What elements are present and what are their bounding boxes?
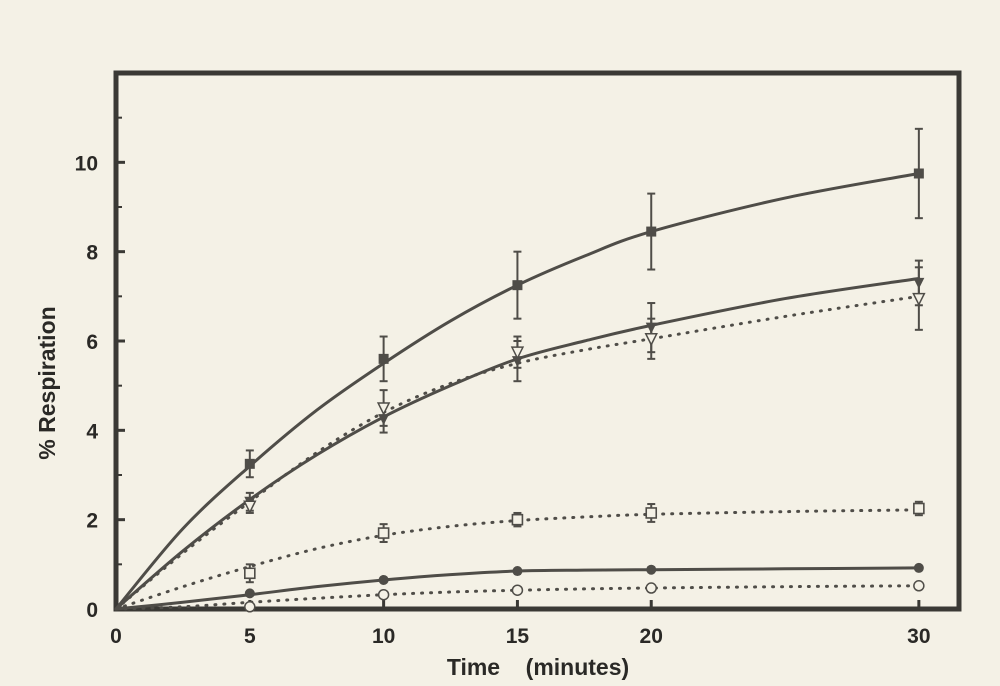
series-5-marker-3: [511, 584, 524, 596]
series-0-marker-4: [646, 226, 657, 237]
y-tick-label-5: 10: [75, 152, 98, 175]
series-4-marker-2: [378, 574, 389, 585]
series-2-marker-2: [376, 402, 391, 416]
series-2-marker-3: [510, 346, 525, 360]
series-3-marker-1: [244, 567, 256, 580]
series-4-line: [114, 566, 921, 611]
plot-frame-group: [113, 70, 962, 612]
series-5-line: [114, 584, 921, 611]
x-axis-label: Time (minutes): [447, 654, 629, 680]
series-5-marker-2: [377, 588, 390, 601]
y-tick-label-0: 0: [86, 599, 98, 622]
series-2-open-triangle: [114, 266, 926, 611]
x-tick-label-4: 20: [640, 625, 663, 648]
series-4-marker-1: [244, 588, 255, 599]
tick-group: 0 5 10 15 20 30 0 2 4 6 8 10: [75, 116, 931, 648]
series-5-marker-5: [913, 580, 925, 592]
x-tick-label-3: 15: [506, 625, 530, 648]
series-3-marker-2: [377, 527, 390, 539]
y-tick-label-2: 4: [86, 420, 98, 443]
x-tick-label-0: 0: [110, 625, 122, 648]
series-3-marker-5: [913, 502, 925, 515]
series-2-marker-1: [243, 500, 257, 514]
x-tick-label-1: 5: [244, 625, 256, 648]
x-tick-label-2: 10: [372, 625, 395, 648]
series-2-marker-4: [644, 333, 658, 347]
series-0-marker-3: [512, 280, 523, 291]
series-3-marker-4: [645, 507, 658, 519]
plot-frame: [113, 70, 962, 612]
series-2-line: [114, 294, 921, 611]
y-tick-label-3: 6: [86, 331, 98, 354]
y-tick-label-1: 2: [86, 510, 98, 533]
series-0-marker-2: [378, 353, 389, 364]
series-5-marker-1: [244, 601, 256, 613]
series-0-marker-5: [913, 168, 924, 179]
series-3-line: [114, 508, 921, 611]
series-1-line: [114, 276, 921, 611]
series-0-line: [114, 172, 921, 611]
series-0-filled-square: [114, 127, 924, 611]
y-tick-label-4: 8: [86, 242, 98, 265]
series-2-marker-5: [912, 292, 926, 307]
series-4-marker-5: [913, 562, 924, 573]
series-4-marker-3: [512, 566, 523, 577]
x-tick-label-5: 30: [907, 625, 930, 648]
series-4-marker-4: [646, 564, 657, 575]
series-group: [114, 127, 926, 613]
series-3-open-square: [114, 500, 925, 611]
series-5-open-circle: [114, 580, 925, 613]
series-3-marker-3: [511, 513, 524, 526]
series-0-marker-1: [244, 458, 255, 469]
series-4-filled-circle: [114, 562, 924, 611]
y-axis-label: % Respiration: [34, 306, 60, 459]
series-5-marker-4: [645, 582, 657, 594]
